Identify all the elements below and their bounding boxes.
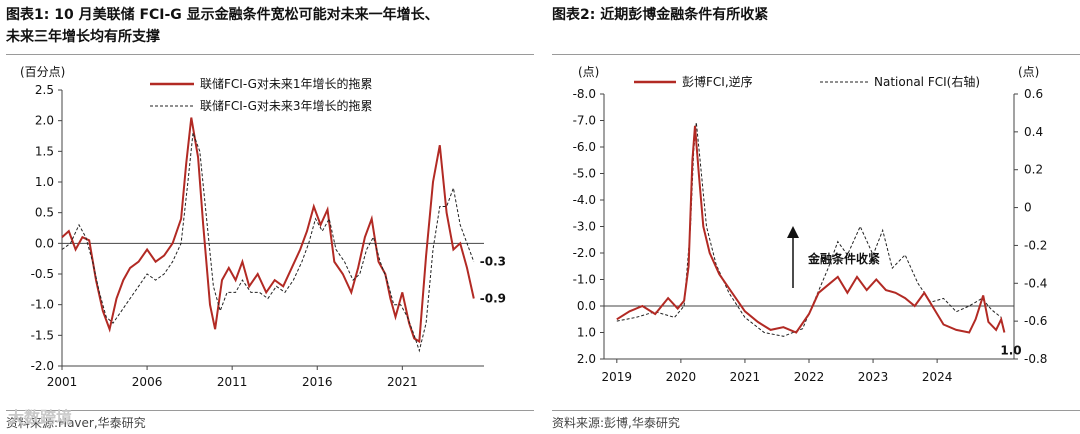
left-tick-label: 1.0 bbox=[577, 326, 596, 340]
y-tick-label: -1.5 bbox=[31, 328, 54, 342]
y-axis-unit: (百分点) bbox=[20, 65, 65, 79]
x-tick-label: 2011 bbox=[217, 375, 248, 389]
x-tick-label: 2019 bbox=[602, 370, 633, 384]
right-tick-label: -0.2 bbox=[1024, 238, 1047, 252]
source-note: 资料来源:Haver,华泰研究 bbox=[6, 416, 146, 430]
left-tick-label: -1.0 bbox=[573, 273, 596, 287]
fci-g-line-chart: (百分点) 2.5 2.0 1.5 1.0 0.5 0.0 -0.5 -1.0 -1.5 -2.0 2… bbox=[20, 65, 506, 389]
left-tick-label: -6.0 bbox=[573, 140, 596, 154]
chart-title: 图表2: 近期彭博金融条件有所收紧 bbox=[552, 4, 768, 26]
series-line-1y bbox=[61, 117, 475, 344]
title-line-1: 图表1: 10 月美联储 FCI-G 显示金融条件宽松可能对未来一年增长、 bbox=[6, 7, 439, 23]
right-tick-label: -0.6 bbox=[1024, 314, 1047, 328]
bottom-rule bbox=[552, 410, 1080, 411]
y-tick-label: -0.5 bbox=[31, 267, 54, 281]
chart-panel-fci-g: 图表1: 10 月美联储 FCI-G 显示金融条件宽松可能对未来一年增长、 未来… bbox=[6, 0, 534, 434]
right-tick-label: 0.4 bbox=[1024, 125, 1043, 139]
title-line-2: 未来三年增长均有所支撑 bbox=[6, 29, 160, 45]
end-label-1y: -0.9 bbox=[480, 292, 506, 306]
top-rule bbox=[552, 54, 1080, 55]
left-tick-label: 0.0 bbox=[577, 299, 596, 313]
arrow-label: 金融条件收紧 bbox=[807, 251, 880, 266]
y-tick-label: 0.0 bbox=[35, 236, 54, 250]
y-tick-label: -1.0 bbox=[31, 298, 54, 312]
right-tick-label: 0.6 bbox=[1024, 87, 1043, 101]
left-tick-label: -4.0 bbox=[573, 193, 596, 207]
y-tick-label: 2.0 bbox=[35, 114, 54, 128]
legend-label-1: 彭博FCI,逆序 bbox=[682, 74, 753, 89]
right-tick-label: 0 bbox=[1024, 201, 1032, 215]
right-tick-label: -0.4 bbox=[1024, 276, 1047, 290]
arrow-head bbox=[787, 226, 799, 238]
left-tick-label: -3.0 bbox=[573, 220, 596, 234]
x-tick-label: 2022 bbox=[794, 370, 825, 384]
source-note: 资料来源:彭博,华泰研究 bbox=[552, 416, 680, 430]
y-tick-label: 0.5 bbox=[35, 206, 54, 220]
end-label-3y: -0.3 bbox=[480, 255, 506, 269]
y-tick-label: 2.5 bbox=[35, 83, 54, 97]
legend-label-2: 联储FCI-G对未来3年增长的拖累 bbox=[200, 98, 373, 113]
series-line-bloomberg-fci bbox=[616, 125, 1006, 334]
right-tick-label: -0.8 bbox=[1024, 352, 1047, 366]
left-tick-label: -7.0 bbox=[573, 114, 596, 128]
right-tick-label: 0.2 bbox=[1024, 163, 1043, 177]
y-tick-label: 1.5 bbox=[35, 144, 54, 158]
left-tick-label: -2.0 bbox=[573, 246, 596, 260]
x-tick-label: 2020 bbox=[666, 370, 697, 384]
x-tick-label: 2006 bbox=[132, 375, 163, 389]
legend-label-1: 联储FCI-G对未来1年增长的拖累 bbox=[200, 76, 373, 91]
left-tick-label: -8.0 bbox=[573, 87, 596, 101]
left-axis-unit: (点) bbox=[578, 65, 599, 79]
series-line-3y bbox=[61, 132, 475, 353]
x-tick-label: 2023 bbox=[858, 370, 889, 384]
y-tick-label: 1.0 bbox=[35, 175, 54, 189]
right-axis-unit: (点) bbox=[1018, 65, 1039, 79]
x-tick-label: 2001 bbox=[47, 375, 78, 389]
bottom-rule bbox=[6, 410, 534, 411]
x-tick-label: 2021 bbox=[387, 375, 418, 389]
top-rule bbox=[6, 54, 534, 55]
left-tick-label: -5.0 bbox=[573, 167, 596, 181]
bloomberg-fci-line-chart: (点) (点) -8.0 -7.0 -6.0 -5.0 -4.0 -3.0 -2.0 -1.0 0.… bbox=[573, 65, 1048, 384]
x-tick-label: 2021 bbox=[730, 370, 761, 384]
x-tick-label: 2024 bbox=[922, 370, 953, 384]
title-line-1: 图表2: 近期彭博金融条件有所收紧 bbox=[552, 7, 769, 23]
watermark: 大数跨境 bbox=[8, 408, 73, 427]
x-tick-label: 2016 bbox=[302, 375, 333, 389]
end-label-bloomberg: 1.0 bbox=[1000, 344, 1021, 358]
chart-title: 图表1: 10 月美联储 FCI-G 显示金融条件宽松可能对未来一年增长、 未来… bbox=[6, 4, 439, 48]
left-tick-label: 2.0 bbox=[577, 352, 596, 366]
chart-panel-bloomberg-fci: 图表2: 近期彭博金融条件有所收紧 (点) (点) -8.0 -7.0 -6.0 -5.0… bbox=[552, 0, 1080, 434]
legend-label-2: National FCI(右轴) bbox=[874, 74, 980, 89]
y-tick-label: -2.0 bbox=[31, 359, 54, 373]
